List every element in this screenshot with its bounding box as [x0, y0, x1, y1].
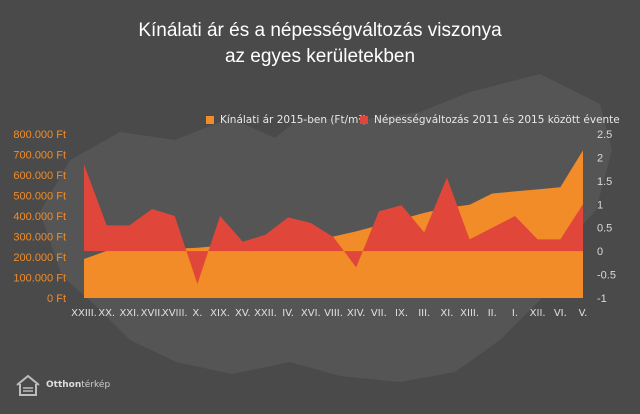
x-tick-label: XVII. — [141, 308, 164, 319]
brand-logo: Otthontérkép — [14, 372, 110, 398]
y-left-tick-label: 0 Ft — [47, 293, 66, 305]
price-area-series — [84, 150, 583, 298]
legend-label-population: Népességváltozás 2011 és 2015 között éve… — [374, 114, 620, 126]
x-tick-label: II. — [488, 308, 497, 319]
x-tick-label: XX. — [98, 308, 115, 319]
x-tick-label: XIX. — [210, 308, 230, 319]
x-tick-label: XXIII. — [71, 308, 97, 319]
y-right-tick-label: 2.5 — [597, 129, 612, 141]
y-right-tick-label: 2 — [597, 152, 603, 164]
y-left-tick-label: 400.000 Ft — [13, 211, 66, 223]
x-tick-label: III. — [418, 308, 430, 319]
x-tick-label: I. — [512, 308, 518, 319]
y-right-tick-label: 0.5 — [597, 223, 612, 235]
y-right-tick-label: -1 — [597, 293, 607, 305]
x-tick-label: IX. — [395, 308, 408, 319]
brand-name: Otthontérkép — [46, 380, 111, 390]
y-left-tick-label: 300.000 Ft — [13, 232, 66, 244]
x-tick-label: X. — [192, 308, 202, 319]
legend-swatch-population — [360, 116, 368, 124]
x-tick-label: XIII. — [460, 308, 479, 319]
legend-item-price: Kínálati ár 2015-ben (Ft/m²) — [206, 114, 367, 126]
x-tick-label: VIII. — [324, 308, 343, 319]
y-left-tick-label: 100.000 Ft — [13, 273, 66, 285]
y-left-tick-label: 600.000 Ft — [13, 170, 66, 182]
x-tick-label: V. — [579, 308, 588, 319]
x-tick-label: XVI. — [301, 308, 321, 319]
x-tick-label: XXI. — [119, 308, 139, 319]
y-right-tick-label: 0 — [597, 246, 603, 258]
legend-item-population: Népességváltozás 2011 és 2015 között éve… — [360, 114, 620, 126]
y-left-tick-label: 800.000 Ft — [13, 129, 66, 141]
y-left-tick-label: 500.000 Ft — [13, 191, 66, 203]
x-tick-label: XI. — [440, 308, 453, 319]
chart-title-line-2: az egyes kerületekben — [224, 46, 416, 67]
legend-swatch-price — [206, 116, 214, 124]
x-tick-label: XVIII. — [162, 308, 188, 319]
y-left-tick-label: 200.000 Ft — [13, 252, 66, 264]
legend-label-price: Kínálati ár 2015-ben (Ft/m²) — [220, 114, 367, 126]
x-tick-label: VI. — [554, 308, 567, 319]
y-left-tick-label: 700.000 Ft — [13, 150, 66, 162]
x-tick-label: XIV. — [347, 308, 366, 319]
x-tick-label: IV. — [282, 308, 294, 319]
y-right-tick-label: 1 — [597, 199, 603, 211]
house-icon — [16, 374, 40, 396]
x-tick-label: XXII. — [254, 308, 277, 319]
y-right-tick-label: 1.5 — [597, 176, 612, 188]
x-tick-label: VII. — [371, 308, 387, 319]
chart-title-line-1: Kínálati ár és a népességváltozás viszon… — [138, 20, 502, 41]
y-right-tick-label: -0.5 — [597, 270, 616, 282]
x-tick-label: XII. — [530, 308, 546, 319]
x-tick-label: XV. — [235, 308, 251, 319]
